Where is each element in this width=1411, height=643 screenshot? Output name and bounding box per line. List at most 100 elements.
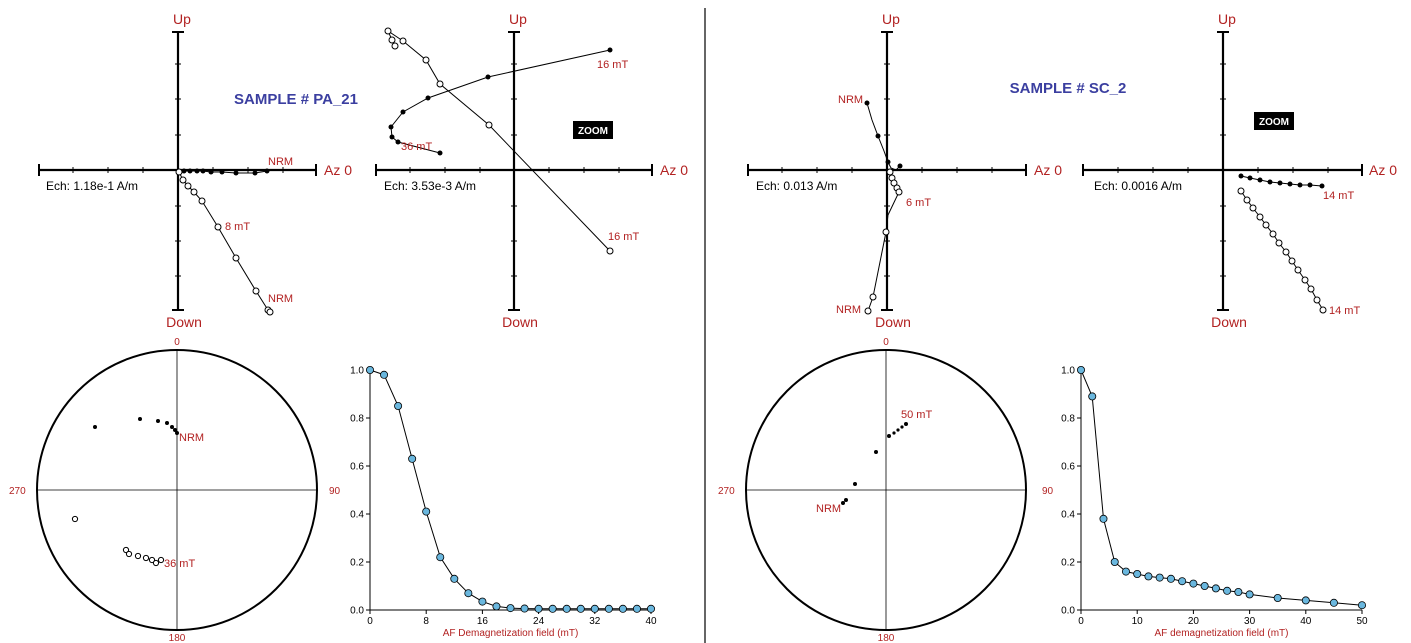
y-tick-label: 0.8 — [350, 414, 364, 425]
x-tick-label: 30 — [1244, 616, 1256, 627]
tick-marks — [72, 63, 284, 277]
data-point — [632, 604, 641, 613]
data-point — [422, 507, 431, 516]
stereonet-south: 180 — [169, 633, 186, 643]
stereonet-north: 0 — [174, 337, 180, 348]
annotation-label: 50 mT — [901, 409, 932, 421]
data-point — [1234, 588, 1243, 597]
data-point — [380, 370, 389, 379]
annotation-label: 6 mT — [906, 197, 931, 209]
x-tick-label: 8 — [423, 616, 429, 627]
x-tick-label: 24 — [533, 616, 545, 627]
zijderveld-zoom-plot — [1082, 31, 1363, 311]
annotation-label: 14 mT — [1329, 305, 1360, 317]
az-label: Az 0 — [660, 162, 688, 178]
down-label: Down — [166, 314, 202, 330]
annotation-label: 8 mT — [225, 221, 250, 233]
data-point — [1223, 586, 1232, 595]
annotation-label: 36 mT — [164, 558, 195, 570]
data-point — [1200, 582, 1209, 591]
data-point — [1329, 598, 1338, 607]
y-tick-label: 0.6 — [350, 462, 364, 473]
annotation-label: 14 mT — [1323, 190, 1354, 202]
annotation-label: 16 mT — [597, 59, 628, 71]
down-label: Down — [875, 314, 911, 330]
x-tick-label: 16 — [477, 616, 489, 627]
data-point — [1121, 567, 1130, 576]
data-point — [534, 604, 543, 613]
data-point — [436, 553, 445, 562]
data-point — [1099, 514, 1108, 523]
sample-title: SAMPLE # PA_21 — [234, 91, 358, 108]
stereonet — [745, 349, 1027, 631]
data-point — [1189, 579, 1198, 588]
zoom-vertical-projection — [384, 27, 614, 255]
scale-label: Ech: 3.53e-3 A/m — [384, 179, 476, 193]
zoom-badge — [1254, 112, 1294, 130]
data-point — [1166, 574, 1175, 583]
data-point — [1245, 590, 1254, 599]
scale-label: Ech: 1.18e-1 A/m — [46, 179, 138, 193]
up-label: Up — [173, 11, 191, 27]
x-tick-label: 20 — [1188, 616, 1200, 627]
data-point — [1077, 365, 1086, 374]
annotation-label: NRM — [179, 432, 204, 444]
data-point — [604, 604, 613, 613]
x-tick-label: 10 — [1132, 616, 1144, 627]
stereonet — [36, 349, 318, 631]
data-point — [576, 604, 585, 613]
down-label: Down — [1211, 314, 1247, 330]
data-point — [365, 365, 374, 374]
x-axis-label: AF Demagnetization field (mT) — [443, 628, 579, 639]
data-point — [618, 604, 627, 613]
data-point — [1273, 594, 1282, 603]
y-tick-label: 1.0 — [1061, 366, 1075, 377]
stereonet-south: 180 — [878, 633, 895, 643]
annotation-label: NRM — [816, 503, 841, 515]
demag-chart: 0.0 0.2 0.4 0.6 0.8 1.0 0 8 16 24 32 40 AF Demagneti… — [350, 366, 657, 640]
data-point — [394, 401, 403, 410]
data-point — [1358, 601, 1367, 610]
data-point — [647, 604, 656, 613]
up-label: Up — [1218, 11, 1236, 27]
az-label: Az 0 — [1034, 162, 1062, 178]
data-point — [506, 604, 515, 613]
y-tick-label: 0.4 — [1061, 510, 1075, 521]
sample-title: SAMPLE # SC_2 — [1010, 80, 1127, 97]
annotation-label: NRM — [268, 293, 293, 305]
zijderveld-zoom-plot — [375, 31, 653, 311]
zoom-horizontal-projection — [388, 47, 613, 156]
up-label: Up — [509, 11, 527, 27]
y-tick-label: 1.0 — [350, 366, 364, 377]
stereonet-west: 270 — [718, 486, 735, 497]
y-tick-label: 0.8 — [1061, 414, 1075, 425]
zijderveld-horizontal-projection — [864, 100, 903, 171]
annotation-label: NRM — [268, 156, 293, 168]
y-tick-label: 0.2 — [1061, 558, 1075, 569]
y-tick-label: 0.0 — [1061, 606, 1075, 617]
x-tick-label: 40 — [1300, 616, 1312, 627]
data-point — [1133, 570, 1142, 579]
y-tick-label: 0.6 — [1061, 462, 1075, 473]
stereonet-east: 90 — [1042, 486, 1054, 497]
scale-label: Ech: 0.013 A/m — [756, 179, 837, 193]
x-tick-label: 0 — [1078, 616, 1084, 627]
data-point — [1178, 577, 1187, 586]
scale-label: Ech: 0.0016 A/m — [1094, 179, 1182, 193]
data-point — [464, 589, 473, 598]
x-tick-label: 0 — [367, 616, 373, 627]
stereonet-north: 0 — [883, 337, 889, 348]
data-point — [1155, 573, 1164, 582]
up-label: Up — [882, 11, 900, 27]
zijderveld-horizontal-projection — [178, 168, 270, 176]
data-point — [1301, 596, 1310, 605]
az-label: Az 0 — [324, 162, 352, 178]
x-tick-label: 50 — [1356, 616, 1368, 627]
data-point — [520, 604, 529, 613]
annotation-label: NRM — [836, 304, 861, 316]
y-tick-label: 0.4 — [350, 510, 364, 521]
decay-line — [369, 369, 651, 610]
down-label: Down — [502, 314, 538, 330]
zijderveld-vertical-projection — [175, 168, 274, 316]
zijderveld-vertical-projection — [864, 168, 903, 315]
